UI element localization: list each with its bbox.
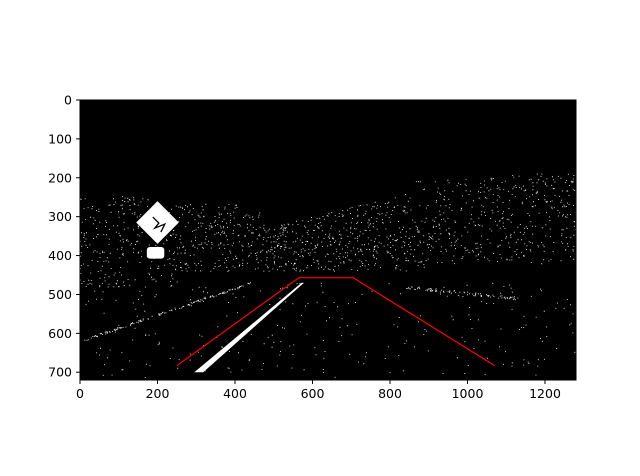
plot-area <box>80 100 576 380</box>
x-tick-label: 800 <box>378 386 402 401</box>
road-sign-symbol <box>152 216 167 233</box>
y-tick-label: 400 <box>48 248 72 263</box>
plot-frame <box>79 99 577 381</box>
y-tick-label: 0 <box>64 93 72 108</box>
x-tick-label: 0 <box>76 386 84 401</box>
x-tick-label: 600 <box>301 386 325 401</box>
x-axis: 0 200 400 600 800 1000 1200 <box>76 380 561 401</box>
sign-plate <box>146 247 165 259</box>
x-tick-label: 400 <box>223 386 247 401</box>
roi-polygon-line <box>176 277 495 367</box>
bright-features <box>136 201 304 373</box>
y-tick-label: 300 <box>48 209 72 224</box>
x-tick-label: 200 <box>146 386 170 401</box>
y-tick-label: 700 <box>48 365 72 380</box>
y-tick-label: 500 <box>48 287 72 302</box>
y-tick-label: 100 <box>48 131 72 146</box>
y-tick-label: 600 <box>48 326 72 341</box>
x-tick-label: 1000 <box>452 386 484 401</box>
y-axis: 0 100 200 300 400 500 600 700 <box>48 93 80 380</box>
x-tick-label: 1200 <box>529 386 561 401</box>
lane-stripe <box>194 282 304 373</box>
y-tick-label: 200 <box>48 170 72 185</box>
